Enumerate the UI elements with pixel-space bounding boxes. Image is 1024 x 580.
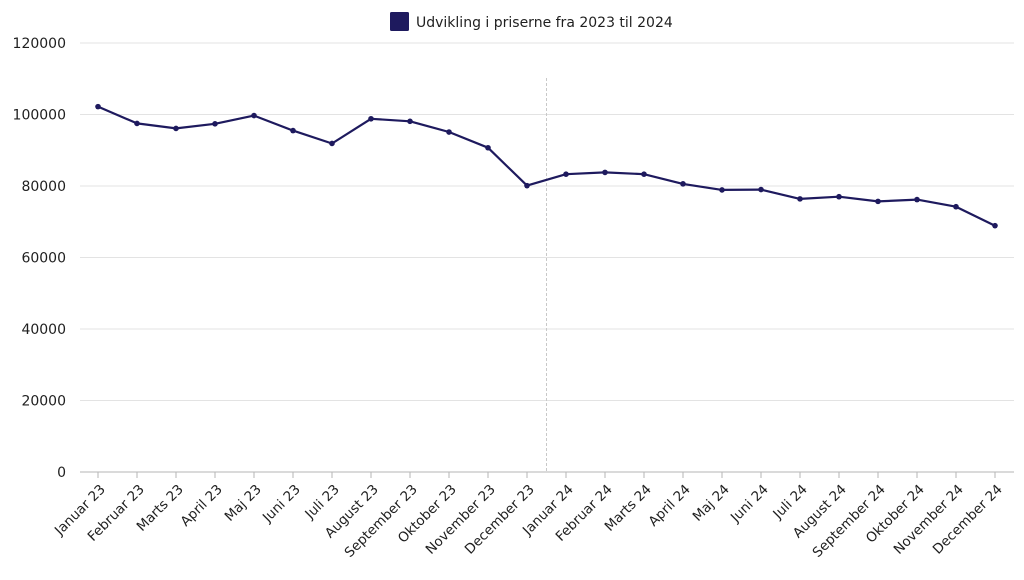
data-point bbox=[953, 203, 959, 210]
data-point bbox=[836, 193, 842, 200]
x-tick-label: December 24 bbox=[930, 482, 1006, 558]
x-tick-label: April 23 bbox=[178, 482, 226, 530]
x-tick-label: Juni 24 bbox=[727, 482, 772, 527]
data-point bbox=[134, 120, 140, 127]
y-tick-label: 0 bbox=[57, 465, 66, 481]
data-point bbox=[602, 169, 608, 176]
series-line bbox=[97, 105, 996, 227]
data-point bbox=[875, 198, 881, 205]
data-point bbox=[212, 120, 218, 127]
y-tick-label: 100000 bbox=[13, 108, 66, 124]
data-point bbox=[719, 187, 725, 193]
y-tick-label: 120000 bbox=[13, 36, 66, 52]
x-tick-label: Maj 24 bbox=[690, 482, 733, 525]
y-tick-label: 40000 bbox=[21, 322, 66, 338]
data-point bbox=[407, 118, 413, 125]
legend: Udvikling i priserne fra 2023 til 2024 bbox=[390, 12, 673, 31]
legend-label: Udvikling i priserne fra 2023 til 2024 bbox=[416, 15, 673, 31]
data-point bbox=[485, 144, 491, 151]
series-layer bbox=[95, 103, 998, 229]
data-point bbox=[524, 182, 530, 189]
data-point bbox=[368, 115, 374, 122]
data-point bbox=[173, 125, 179, 132]
x-tick-label: April 24 bbox=[646, 482, 694, 530]
x-tick-label: Juni 23 bbox=[259, 482, 304, 527]
legend-swatch bbox=[390, 12, 409, 31]
data-point bbox=[446, 129, 452, 135]
data-point bbox=[95, 103, 101, 110]
x-tick-label: Maj 23 bbox=[222, 482, 265, 525]
data-point bbox=[797, 196, 803, 202]
gridlines bbox=[80, 42, 1014, 401]
data-point bbox=[758, 186, 764, 193]
data-point bbox=[290, 127, 296, 134]
y-tick-label: 20000 bbox=[21, 394, 66, 410]
data-point bbox=[641, 171, 647, 178]
data-point bbox=[992, 222, 998, 229]
data-point bbox=[563, 171, 569, 178]
data-point bbox=[914, 196, 920, 203]
data-point bbox=[251, 112, 257, 119]
y-tick-label: 60000 bbox=[21, 251, 66, 267]
y-tick-label: 80000 bbox=[21, 179, 66, 195]
data-point bbox=[680, 181, 686, 187]
data-point bbox=[329, 140, 335, 147]
